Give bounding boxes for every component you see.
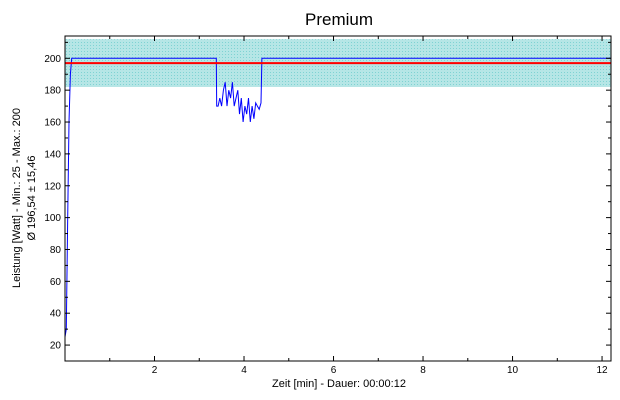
x-tick-label: 10 bbox=[507, 365, 519, 376]
x-tick-label: 6 bbox=[331, 365, 337, 376]
y-tick-label: 40 bbox=[50, 309, 62, 320]
x-tick-label: 8 bbox=[420, 365, 426, 376]
y-tick-label: 60 bbox=[50, 277, 62, 288]
series-layer bbox=[64, 57, 611, 338]
y-tick-label: 20 bbox=[50, 341, 62, 352]
y-axis-stats-label: Ø 196,54 ± 15,46 bbox=[26, 156, 38, 241]
series-line-power bbox=[64, 57, 611, 338]
y-tick-label: 180 bbox=[44, 86, 61, 97]
plot-frame bbox=[64, 35, 612, 362]
x-axis-ticks: 2 4 6 8 10 12 bbox=[109, 36, 608, 376]
y-tick-label: 120 bbox=[44, 181, 61, 192]
y-tick-label: 140 bbox=[44, 149, 61, 160]
x-tick-label: 12 bbox=[596, 365, 608, 376]
y-tick-label: 160 bbox=[44, 118, 61, 129]
x-tick-label: 4 bbox=[241, 365, 247, 376]
chart-title: Premium bbox=[305, 10, 373, 29]
y-tick-label: 80 bbox=[50, 245, 62, 256]
x-axis-label: Zeit [min] - Dauer: 00:00:12 bbox=[272, 378, 406, 390]
y-axis-label: Leistung [Watt] - Min.: 25 - Max.: 200 bbox=[11, 108, 23, 288]
y-tick-label: 200 bbox=[44, 54, 61, 65]
y-tick-label: 100 bbox=[44, 213, 61, 224]
x-tick-label: 2 bbox=[152, 365, 158, 376]
y-axis-ticks: 20 40 60 80 100 120 140 160 180 200 bbox=[44, 41, 611, 362]
